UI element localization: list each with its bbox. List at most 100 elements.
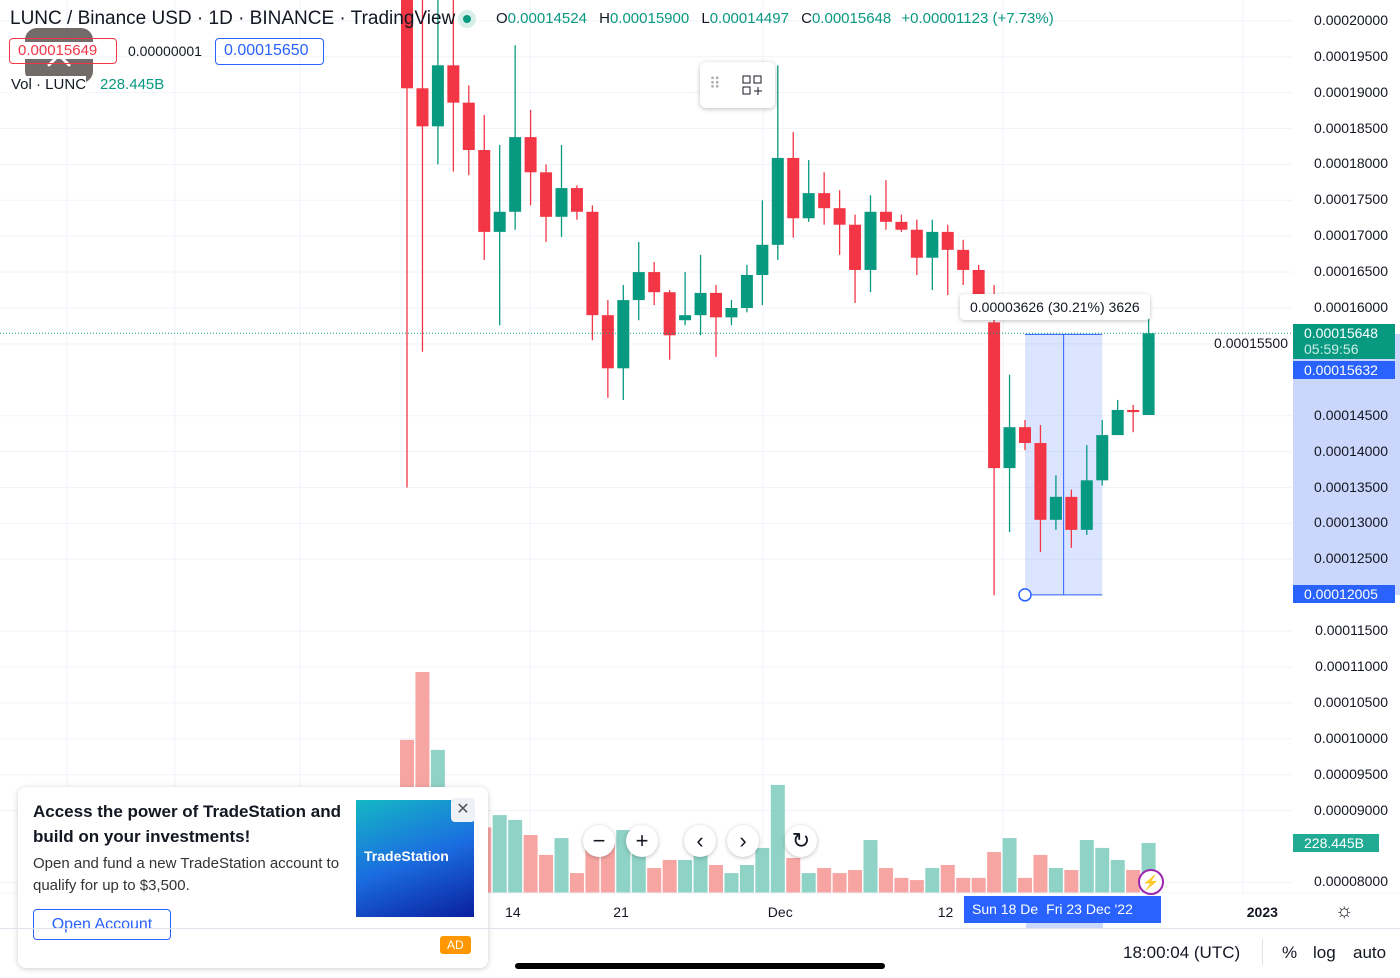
price-axis-label: 0.00012500: [1314, 550, 1388, 567]
candle-body: [586, 211, 599, 316]
candle-body: [864, 211, 877, 270]
zoom-out-button[interactable]: −: [583, 825, 615, 857]
bar-countdown: 05:59:56: [1304, 341, 1359, 357]
candle-body: [725, 308, 738, 318]
candle-body: [1065, 496, 1078, 530]
time-axis-label: 12: [937, 904, 954, 920]
zoom-in-button[interactable]: +: [626, 825, 658, 857]
price-axis-label: 0.00016000: [1314, 299, 1388, 315]
candle-body: [524, 137, 537, 173]
market-open-indicator: [458, 10, 476, 28]
volume-bar: [940, 864, 955, 893]
candle-body: [1096, 435, 1109, 481]
price-axis-label: 0.00016500: [1314, 263, 1388, 280]
price-axis-label: 0.00011000: [1315, 658, 1388, 674]
price-axis-label: 0.00011500: [1315, 622, 1388, 639]
price-axis-label: 0.00013500: [1314, 478, 1388, 495]
candle-body: [818, 193, 831, 209]
high-value: 0.00015900: [609, 10, 690, 27]
lightning-icon[interactable]: ⚡: [1138, 869, 1164, 895]
settings-icon[interactable]: ☼: [1335, 900, 1354, 922]
clock[interactable]: 18:00:04 (UTC): [1123, 943, 1241, 962]
candle-body: [694, 292, 707, 316]
volume-bar: [832, 873, 847, 893]
volume-bar: [1079, 840, 1094, 893]
volume-bar: [817, 868, 832, 893]
candle-body: [1003, 427, 1016, 469]
volume-bar: [523, 835, 538, 893]
candle-body: [802, 193, 815, 219]
volume-tag: 228.445B: [1293, 834, 1379, 852]
home-indicator: [515, 963, 885, 969]
candle-body: [416, 88, 429, 127]
scroll-forward-button[interactable]: ›: [727, 825, 759, 857]
volume-bar: [894, 877, 909, 893]
reset-chart-button[interactable]: ↻: [785, 825, 817, 857]
low-value: 0.00014497: [709, 10, 789, 27]
volume-bar: [678, 859, 693, 893]
volume-bar: [554, 838, 569, 893]
volume-bar: [1126, 870, 1141, 893]
volume-bar: [539, 854, 554, 893]
candle-body: [601, 315, 614, 369]
open-value: 0.00014524: [507, 10, 587, 27]
candle-body: [926, 231, 939, 258]
candle-body: [1049, 496, 1062, 520]
candle-body: [1080, 480, 1093, 530]
range-start: Sun 18 De: [972, 901, 1039, 917]
candle-body: [462, 102, 475, 151]
time-range-highlight: [1026, 923, 1103, 928]
log-toggle[interactable]: log: [1313, 943, 1336, 962]
candle-body: [431, 65, 444, 127]
volume-bar: [956, 877, 971, 893]
volume-bar: [801, 873, 816, 893]
volume-bar: [909, 880, 924, 893]
volume-bar: [508, 819, 523, 893]
candle-body: [648, 272, 661, 293]
measure-handle: [1018, 588, 1032, 602]
candle-body: [478, 150, 491, 232]
measure-top-tag: 0.00015632: [1293, 361, 1395, 379]
candle-body: [401, 0, 413, 89]
candle-body: [833, 208, 846, 225]
price-axis-label: 0.00013000: [1314, 514, 1388, 531]
close-value: 0.00015648: [811, 10, 892, 27]
volume-bar: [925, 868, 940, 893]
volume-bar: [987, 852, 1002, 893]
high-label: H: [599, 10, 610, 27]
scroll-back-button[interactable]: ‹: [684, 825, 716, 857]
auto-toggle[interactable]: auto: [1353, 943, 1387, 962]
volume-bar: [878, 868, 893, 893]
price-axis-label: 0.00017500: [1314, 191, 1388, 208]
measure-bottom-tag: 0.00012005: [1293, 585, 1395, 603]
candle-body: [849, 224, 862, 270]
volume-bar: [971, 877, 986, 893]
volume-bar: [1095, 847, 1110, 893]
price-axis-label: 0.00008000: [1314, 873, 1388, 890]
candle-body: [1142, 333, 1155, 415]
close-ad-icon[interactable]: ✕: [451, 798, 475, 822]
time-axis-label: 21: [613, 904, 629, 920]
price-axis-label: 0.00009000: [1314, 801, 1388, 818]
volume-value: 228.445B: [100, 76, 165, 93]
volume-label: Vol · LUNC: [11, 76, 87, 93]
add-object-icon[interactable]: [742, 75, 764, 97]
volume-bar: [1064, 870, 1079, 893]
volume-legend: Vol · LUNC 228.445B: [11, 76, 164, 93]
percent-toggle[interactable]: %: [1282, 943, 1298, 962]
low-label: L: [701, 10, 710, 27]
drag-handle-icon[interactable]: ⠿: [709, 76, 721, 93]
time-axis-label: 14: [505, 904, 521, 920]
time-axis-label: 2023: [1246, 904, 1278, 920]
open-label: O: [496, 10, 508, 27]
candle-body: [710, 292, 722, 318]
buy-button[interactable]: 0.00015650: [215, 38, 324, 65]
price-axis-label: 0.00018500: [1314, 119, 1388, 136]
volume-bar: [724, 873, 739, 893]
price-axis-label: 0.00015500: [1214, 334, 1288, 351]
candle-body: [972, 269, 985, 296]
floating-toolbar: ⠿: [700, 62, 775, 108]
candle-body: [617, 300, 630, 369]
sell-button[interactable]: 0.00015649: [9, 38, 117, 64]
candle-body: [509, 137, 522, 212]
